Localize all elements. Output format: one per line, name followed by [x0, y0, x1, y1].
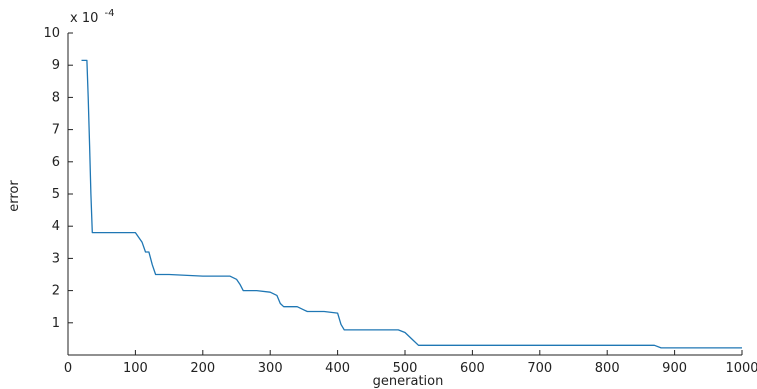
x-tick-label: 200	[190, 361, 215, 376]
x-tick-label: 700	[527, 361, 552, 376]
y-axis-label: error	[7, 180, 22, 212]
y-tick-label: 3	[52, 251, 60, 266]
x-tick-label: 400	[325, 361, 350, 376]
x-tick-label: 0	[64, 361, 72, 376]
y-tick-label: 1	[52, 316, 60, 331]
x-tick-label: 800	[595, 361, 620, 376]
y-multiplier-exponent: -4	[105, 8, 115, 19]
y-tick-label: 8	[52, 90, 60, 105]
y-multiplier-label: x 10 -4	[70, 8, 115, 26]
y-tick-label: 7	[52, 123, 60, 138]
x-tick-label: 900	[662, 361, 687, 376]
y-tick-label: 9	[52, 58, 60, 73]
x-tick-label: 1000	[725, 361, 757, 376]
x-tick-label: 100	[123, 361, 148, 376]
error-series-line	[81, 59, 742, 349]
y-tick-label: 5	[52, 187, 60, 202]
tick-group: 0 100 200 300 400 500 600 700 800 900 1000 1 2 3 4 5 6 7 8…	[43, 26, 757, 376]
series-group	[81, 59, 742, 349]
y-multiplier-base: x 10	[70, 11, 98, 26]
x-tick-label: 300	[258, 361, 283, 376]
y-tick-label: 4	[52, 219, 60, 234]
y-tick-label: 10	[43, 26, 60, 41]
y-tick-label: 6	[52, 155, 60, 170]
x-tick-label: 500	[393, 361, 418, 376]
x-tick-label: 600	[460, 361, 485, 376]
x-axis-label: generation	[373, 374, 444, 389]
y-tick-label: 2	[52, 284, 60, 299]
